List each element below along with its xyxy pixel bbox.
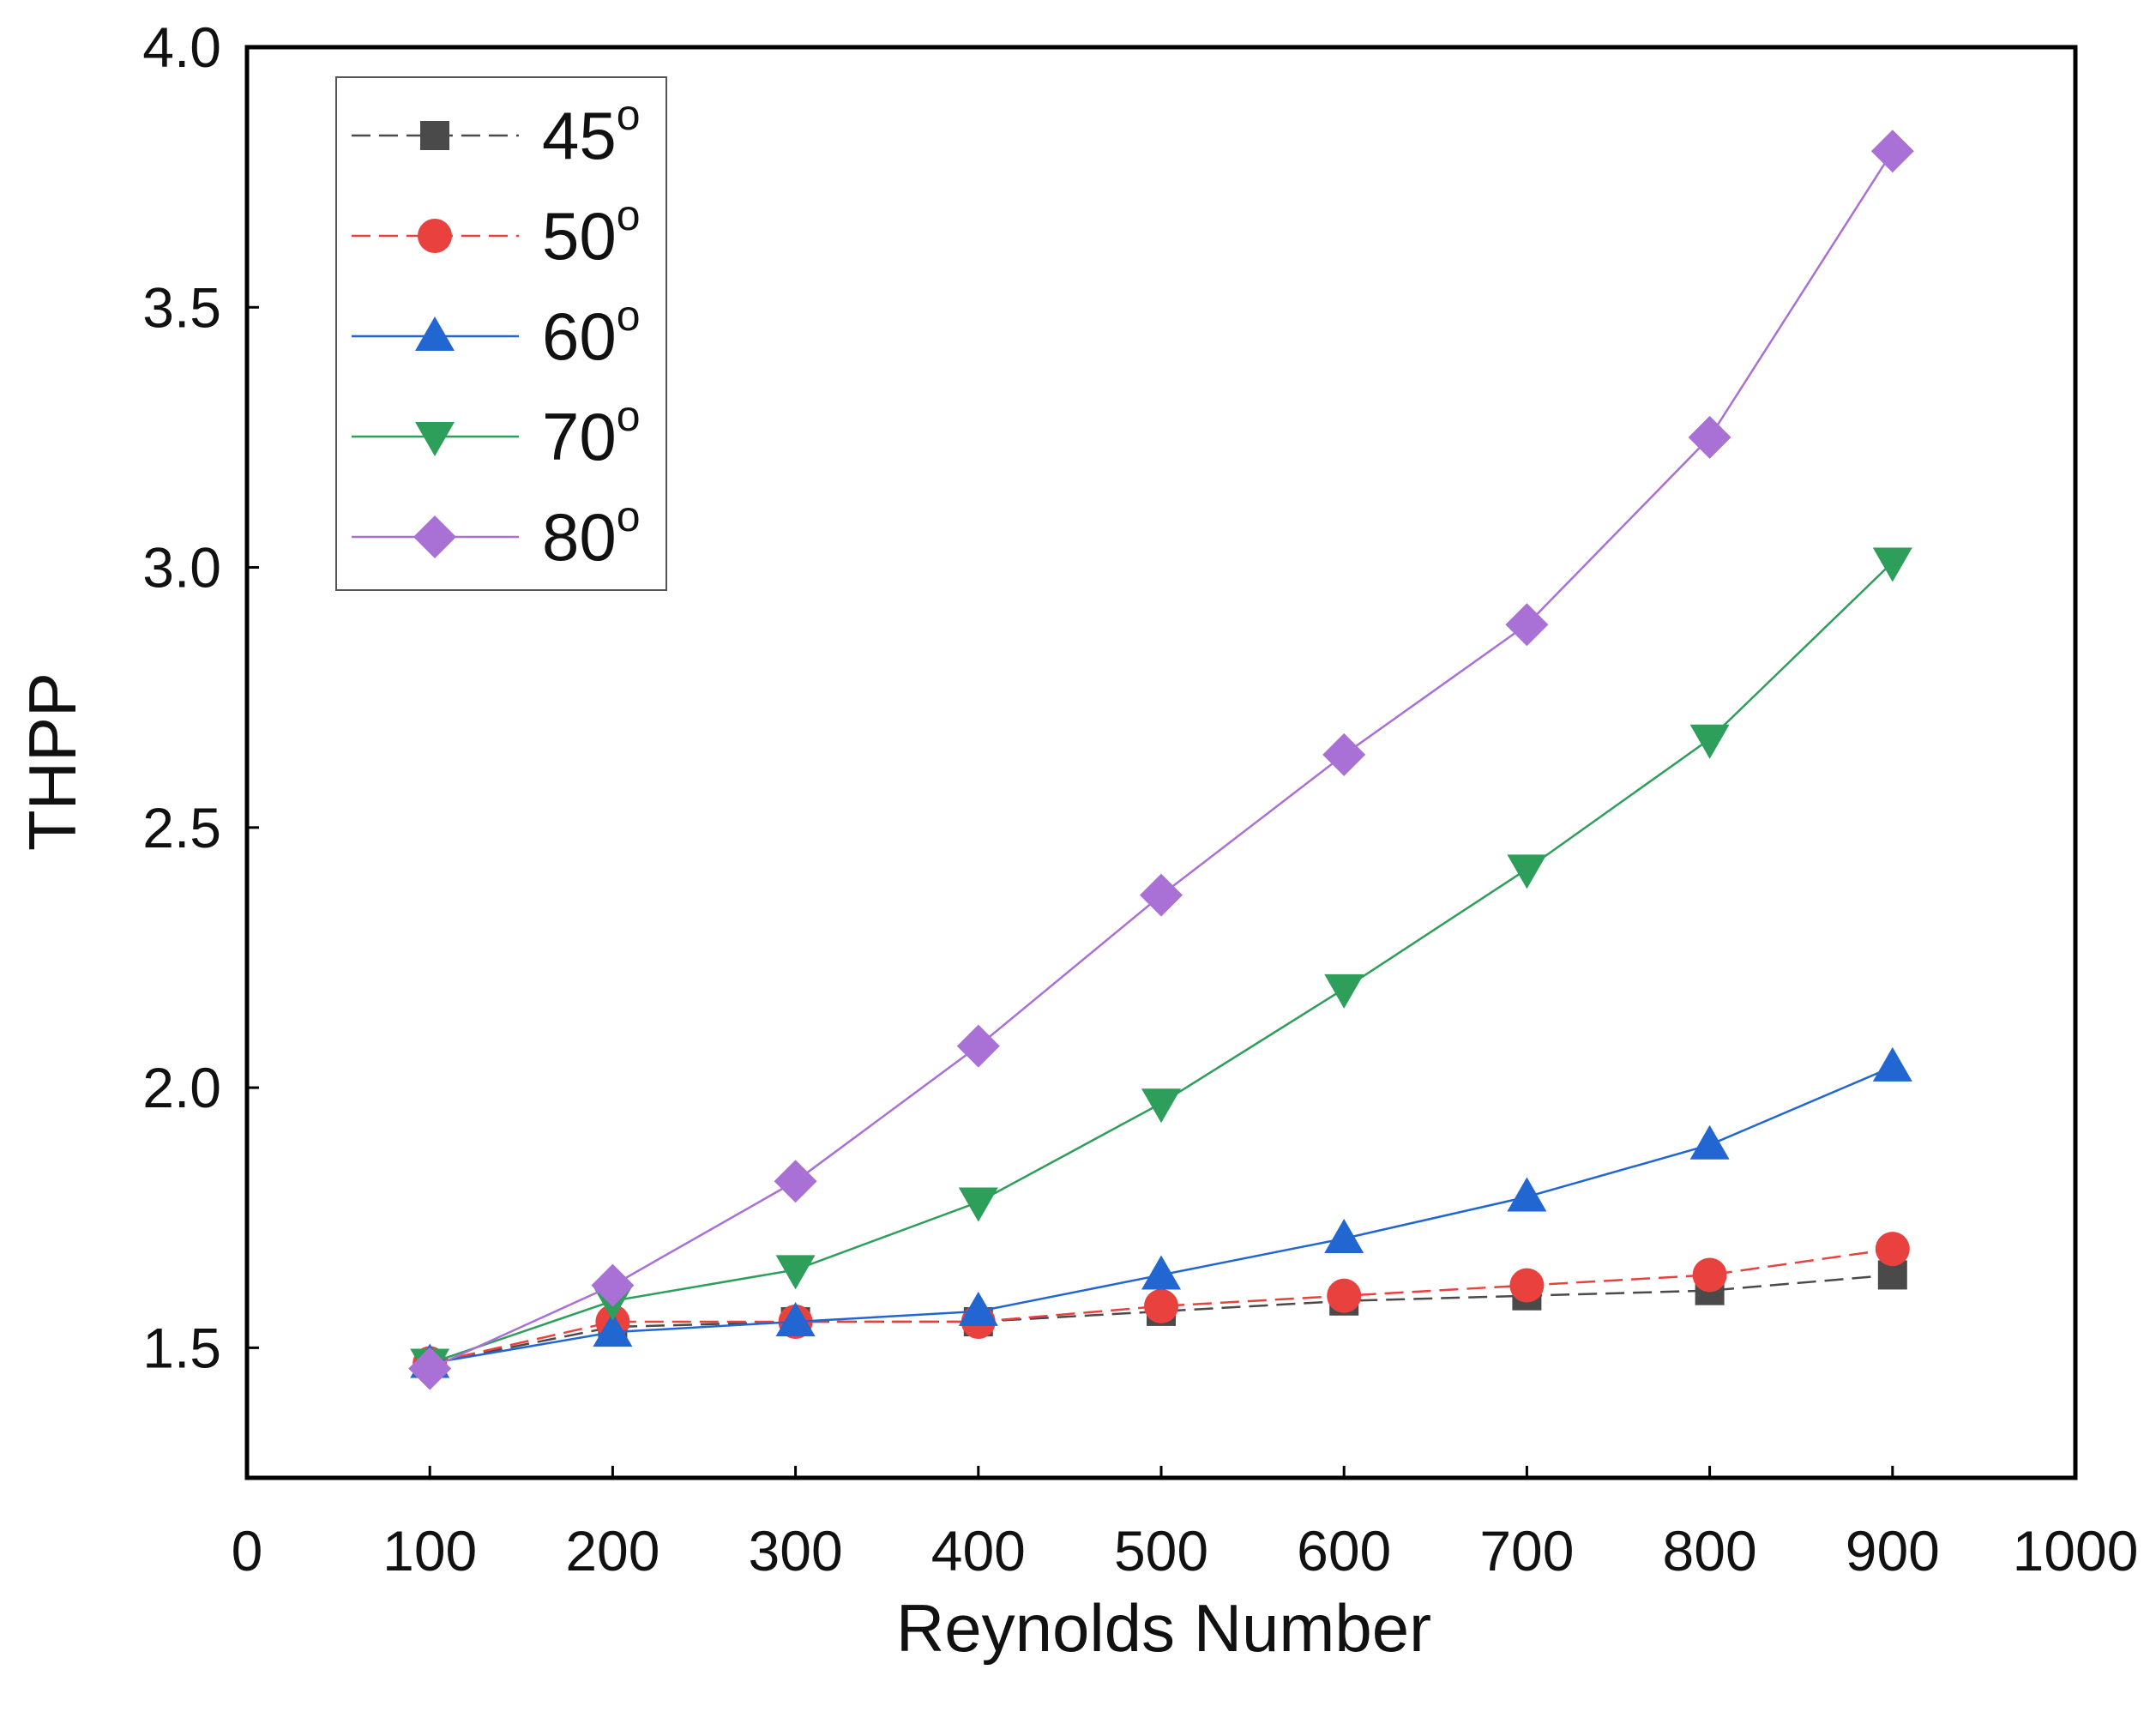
legend-box [335, 76, 667, 591]
data-point-60-600 [1324, 1218, 1364, 1253]
y-tick-label: 4.0 [142, 15, 221, 79]
x-tick-label: 200 [565, 1519, 659, 1582]
y-tick-label: 3.5 [142, 275, 221, 339]
legend-item-50: 50o [352, 191, 641, 274]
legend-label-value: 45 [542, 98, 617, 173]
x-tick-label: 700 [1479, 1519, 1574, 1582]
legend-label-value: 80 [542, 499, 617, 575]
data-point-50-700 [1509, 1268, 1545, 1303]
data-point-50-600 [1327, 1278, 1362, 1313]
data-point-80-300 [774, 1160, 817, 1203]
data-point-70-500 [1141, 1088, 1181, 1124]
legend-item-80: 80o [352, 492, 641, 575]
data-point-80-800 [1688, 415, 1731, 459]
legend-label-45: 45o [542, 91, 641, 173]
data-point-80-900 [1870, 130, 1914, 173]
data-point-60-200 [593, 1312, 633, 1347]
x-tick-label: 0 [232, 1519, 263, 1582]
legend-label-value: 70 [542, 399, 617, 474]
x-tick-label: 100 [382, 1519, 477, 1582]
x-tick-label: 900 [1846, 1519, 1940, 1582]
data-point-70-800 [1689, 724, 1730, 759]
data-point-60-900 [1872, 1046, 1912, 1082]
legend-item-45: 45o [352, 91, 641, 173]
x-tick-label: 300 [749, 1519, 843, 1582]
x-axis-title: Reynolds Number [896, 1590, 1431, 1666]
data-point-50-800 [1692, 1257, 1727, 1293]
data-point-70-600 [1324, 973, 1364, 1009]
y-axis-ticks: 1.5 2.0 2.5 3.0 3.5 4.0 [142, 15, 259, 1379]
data-point-50-900 [1875, 1232, 1910, 1267]
y-tick-label: 1.5 [142, 1316, 221, 1379]
data-point-80-700 [1505, 603, 1549, 647]
x-axis-ticks: 0 100 200 300 400 500 600 700 800 900 1000 [232, 1466, 2139, 1582]
legend-marker-80 [413, 515, 456, 558]
legend-label-superscript: o [617, 492, 641, 540]
data-point-80-400 [956, 1024, 1000, 1068]
data-point-70-300 [775, 1255, 816, 1290]
y-axis-title: THPP [15, 672, 90, 851]
legend-label-superscript: o [617, 292, 641, 340]
x-tick-label: 1000 [2013, 1519, 2139, 1582]
legend-marker-60 [415, 316, 455, 351]
legend-label-value: 50 [542, 198, 617, 274]
data-point-70-700 [1507, 854, 1547, 889]
data-point-70-400 [958, 1187, 998, 1222]
x-tick-label: 500 [1114, 1519, 1208, 1582]
y-tick-label: 2.0 [142, 1056, 221, 1119]
legend-label-60: 60o [542, 292, 641, 374]
legend-label-70: 70o [542, 392, 641, 474]
series-line-45 [429, 1274, 1893, 1365]
legend-label-superscript: o [617, 191, 641, 239]
data-point-50-500 [1144, 1288, 1178, 1323]
series-line-50 [429, 1247, 1893, 1365]
legend-label-superscript: o [617, 91, 641, 139]
legend-label-value: 60 [542, 298, 617, 374]
legend-label-50: 50o [542, 191, 641, 274]
legend-label-80: 80o [542, 492, 641, 575]
data-point-60-300 [775, 1302, 816, 1337]
legend-marker-70 [415, 422, 455, 456]
data-point-80-100 [408, 1347, 452, 1390]
data-point-60-800 [1689, 1124, 1730, 1160]
y-tick-label: 3.0 [142, 536, 221, 600]
data-point-80-200 [591, 1263, 635, 1307]
legend-marker-45 [420, 121, 449, 150]
data-point-60-400 [958, 1291, 998, 1326]
legend-label-superscript: o [617, 392, 641, 440]
x-tick-label: 800 [1663, 1519, 1757, 1582]
data-point-60-700 [1507, 1177, 1547, 1212]
data-point-70-900 [1872, 547, 1912, 582]
series-layer [408, 130, 1914, 1390]
legend-item-60: 60o [352, 292, 641, 374]
legend-marker-50 [418, 219, 452, 253]
y-tick-label: 2.5 [142, 796, 221, 859]
data-point-80-500 [1140, 873, 1183, 917]
x-tick-label: 600 [1297, 1519, 1391, 1582]
series-80 [408, 130, 1914, 1390]
legend-item-70: 70o [352, 392, 641, 474]
data-point-80-600 [1322, 732, 1366, 776]
x-tick-label: 400 [931, 1519, 1026, 1582]
data-point-60-500 [1141, 1255, 1181, 1290]
